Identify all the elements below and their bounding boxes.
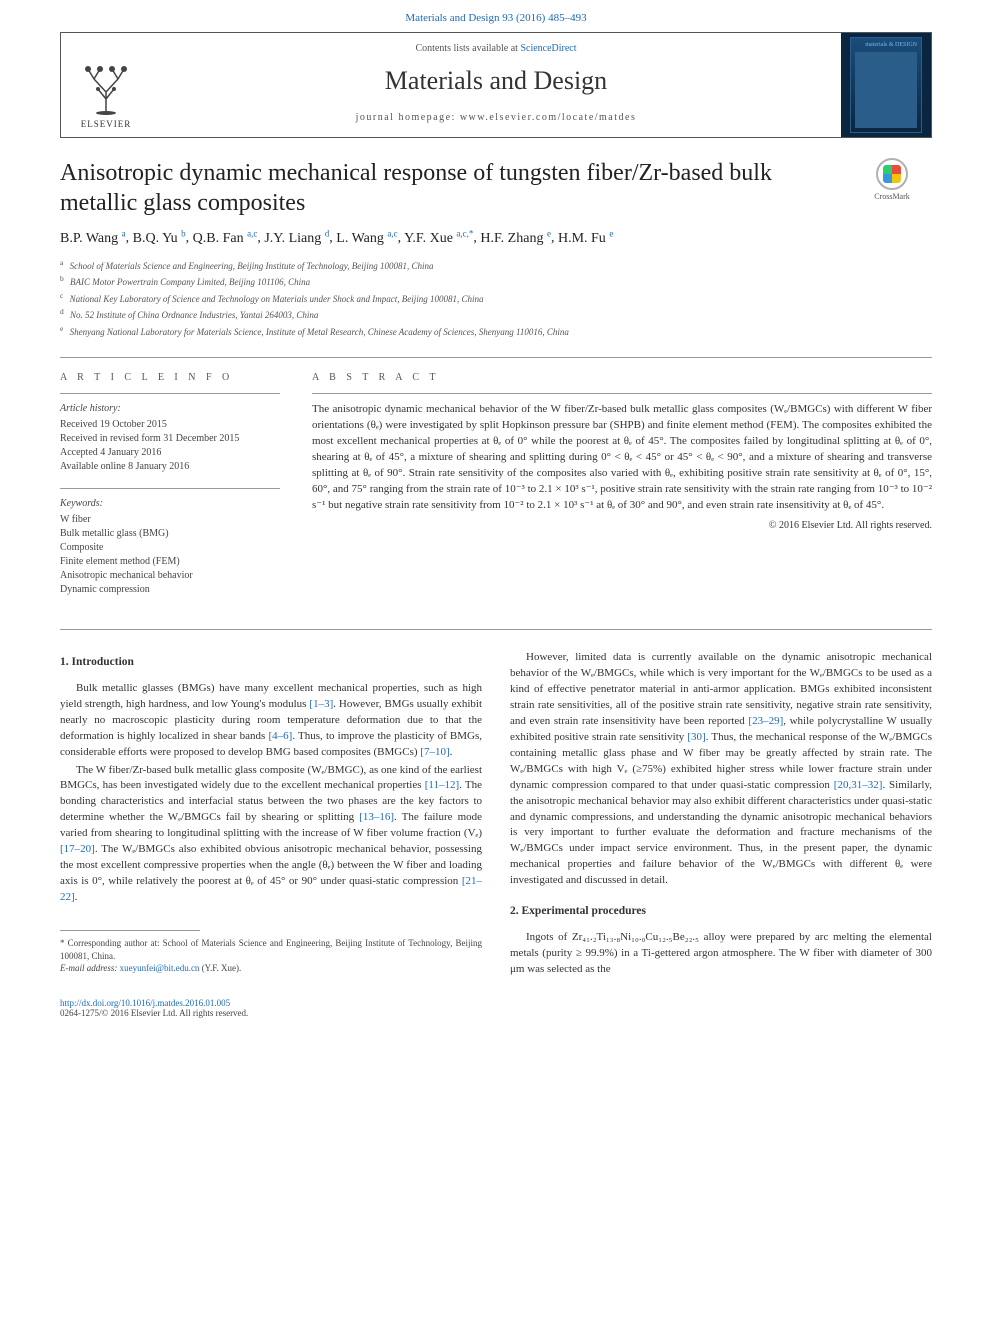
section-1-p1: Bulk metallic glasses (BMGs) have many e… bbox=[60, 681, 482, 761]
affiliation-line: e Shenyang National Laboratory for Mater… bbox=[60, 323, 932, 340]
affiliations: a School of Materials Science and Engine… bbox=[60, 257, 932, 340]
keywords-label: Keywords: bbox=[60, 497, 280, 511]
abstract-column: A B S T R A C T The anisotropic dynamic … bbox=[312, 372, 932, 611]
journal-header-box: ELSEVIER Contents lists available at Sci… bbox=[60, 32, 932, 138]
history-line: Available online 8 January 2016 bbox=[60, 460, 280, 474]
elsevier-tree-icon bbox=[76, 57, 136, 117]
sciencedirect-link[interactable]: ScienceDirect bbox=[520, 43, 576, 54]
reference-citation[interactable]: [4–6] bbox=[268, 730, 292, 742]
abstract-text: The anisotropic dynamic mechanical behav… bbox=[312, 402, 932, 514]
corresponding-note: * Corresponding author at: School of Mat… bbox=[60, 937, 482, 962]
author: B.P. Wang a bbox=[60, 231, 126, 246]
author: H.F. Zhang e bbox=[480, 231, 551, 246]
author-affiliation-marker: a,c bbox=[387, 228, 397, 238]
author: Q.B. Fan a,c bbox=[193, 231, 258, 246]
email-suffix: (Y.F. Xue). bbox=[199, 963, 241, 973]
homepage-url[interactable]: www.elsevier.com/locate/matdes bbox=[460, 112, 637, 123]
history-line: Received in revised form 31 December 201… bbox=[60, 432, 280, 446]
affiliation-line: b BAIC Motor Powertrain Company Limited,… bbox=[60, 273, 932, 290]
author: J.Y. Liang d bbox=[264, 231, 329, 246]
author-affiliation-marker: d bbox=[325, 228, 330, 238]
crossmark-label: CrossMark bbox=[874, 192, 910, 201]
article-info-heading: A R T I C L E I N F O bbox=[60, 372, 280, 383]
keyword: Anisotropic mechanical behavior bbox=[60, 569, 280, 583]
author: B.Q. Yu b bbox=[133, 231, 186, 246]
author-affiliation-marker: a,c,* bbox=[456, 228, 473, 238]
journal-name: Materials and Design bbox=[151, 66, 841, 96]
affiliation-line: a School of Materials Science and Engine… bbox=[60, 257, 932, 274]
section-1-p3: However, limited data is currently avail… bbox=[510, 650, 932, 889]
publisher-logo-block: ELSEVIER bbox=[61, 33, 151, 137]
author-affiliation-marker: a,c bbox=[247, 228, 257, 238]
issn-copyright: 0264-1275/© 2016 Elsevier Ltd. All right… bbox=[60, 1008, 248, 1018]
reference-citation[interactable]: [21–22] bbox=[60, 875, 482, 903]
history-label: Article history: bbox=[60, 402, 280, 416]
abstract-heading: A B S T R A C T bbox=[312, 372, 932, 383]
reference-citation[interactable]: [20,31–32] bbox=[834, 779, 883, 791]
contents-prefix: Contents lists available at bbox=[415, 43, 520, 54]
author-affiliation-marker: b bbox=[181, 228, 186, 238]
rule-info-1 bbox=[60, 393, 280, 394]
author: L. Wang a,c bbox=[336, 231, 397, 246]
rule-info-2 bbox=[60, 488, 280, 489]
abstract-copyright: © 2016 Elsevier Ltd. All rights reserved… bbox=[312, 520, 932, 531]
journal-header-center: Contents lists available at ScienceDirec… bbox=[151, 33, 841, 137]
corresponding-email[interactable]: xueyunfei@bit.edu.cn bbox=[120, 963, 200, 973]
footnote-separator bbox=[60, 930, 200, 931]
reference-citation[interactable]: [7–10] bbox=[420, 746, 449, 758]
section-1-heading: 1. Introduction bbox=[60, 654, 482, 671]
history-line: Received 19 October 2015 bbox=[60, 418, 280, 432]
reference-citation[interactable]: [1–3] bbox=[309, 698, 333, 710]
doi-link[interactable]: http://dx.doi.org/10.1016/j.matdes.2016.… bbox=[60, 998, 230, 1008]
journal-cover: materials & DESIGN bbox=[841, 33, 931, 137]
reference-citation[interactable]: [13–16] bbox=[359, 811, 394, 823]
reference-citation[interactable]: [17–20] bbox=[60, 843, 95, 855]
footnotes: * Corresponding author at: School of Mat… bbox=[60, 937, 482, 975]
contents-line: Contents lists available at ScienceDirec… bbox=[151, 43, 841, 54]
authors-line: B.P. Wang a, B.Q. Yu b, Q.B. Fan a,c, J.… bbox=[60, 228, 932, 247]
page-footer: http://dx.doi.org/10.1016/j.matdes.2016.… bbox=[0, 980, 992, 1044]
author: Y.F. Xue a,c,* bbox=[404, 231, 473, 246]
affiliation-line: d No. 52 Institute of China Ordnance Ind… bbox=[60, 306, 932, 323]
history-line: Accepted 4 January 2016 bbox=[60, 446, 280, 460]
rule-abstract bbox=[312, 393, 932, 394]
journal-homepage: journal homepage: www.elsevier.com/locat… bbox=[151, 112, 841, 123]
author: H.M. Fu e bbox=[558, 231, 613, 246]
section-2-p1: Ingots of Zr₄₁.₂Ti₁₃.₈Ni₁₀.₀Cu₁₂.₅Be₂₂.₅… bbox=[510, 930, 932, 978]
author-affiliation-marker: a bbox=[122, 228, 126, 238]
citation-link[interactable]: Materials and Design 93 (2016) 485–493 bbox=[405, 12, 586, 24]
homepage-prefix: journal homepage: bbox=[356, 112, 460, 123]
crossmark-badge[interactable]: CrossMark bbox=[852, 158, 932, 201]
section-2-heading: 2. Experimental procedures bbox=[510, 903, 932, 920]
author-affiliation-marker: e bbox=[609, 228, 613, 238]
cover-thumb-title: materials & DESIGN bbox=[855, 42, 917, 48]
publisher-label: ELSEVIER bbox=[81, 119, 132, 129]
section-1-p2: The W fiber/Zr-based bulk metallic glass… bbox=[60, 763, 482, 906]
cover-thumbnail: materials & DESIGN bbox=[850, 37, 922, 133]
author-affiliation-marker: e bbox=[547, 228, 551, 238]
cover-thumb-image bbox=[855, 52, 917, 128]
main-text-columns: 1. Introduction Bulk metallic glasses (B… bbox=[60, 630, 932, 980]
keyword: Bulk metallic glass (BMG) bbox=[60, 527, 280, 541]
citation-header: Materials and Design 93 (2016) 485–493 bbox=[0, 0, 992, 32]
keyword: Finite element method (FEM) bbox=[60, 555, 280, 569]
affiliation-line: c National Key Laboratory of Science and… bbox=[60, 290, 932, 307]
keyword: W fiber bbox=[60, 513, 280, 527]
reference-citation[interactable]: [11–12] bbox=[425, 779, 459, 791]
crossmark-icon bbox=[876, 158, 908, 190]
keyword: Composite bbox=[60, 541, 280, 555]
keyword: Dynamic compression bbox=[60, 583, 280, 597]
reference-citation[interactable]: [23–29] bbox=[748, 715, 783, 727]
email-label: E-mail address: bbox=[60, 963, 120, 973]
reference-citation[interactable]: [30] bbox=[687, 731, 705, 743]
article-title: Anisotropic dynamic mechanical response … bbox=[60, 158, 832, 218]
email-note: E-mail address: xueyunfei@bit.edu.cn (Y.… bbox=[60, 962, 482, 975]
article-info-column: A R T I C L E I N F O Article history: R… bbox=[60, 372, 280, 611]
